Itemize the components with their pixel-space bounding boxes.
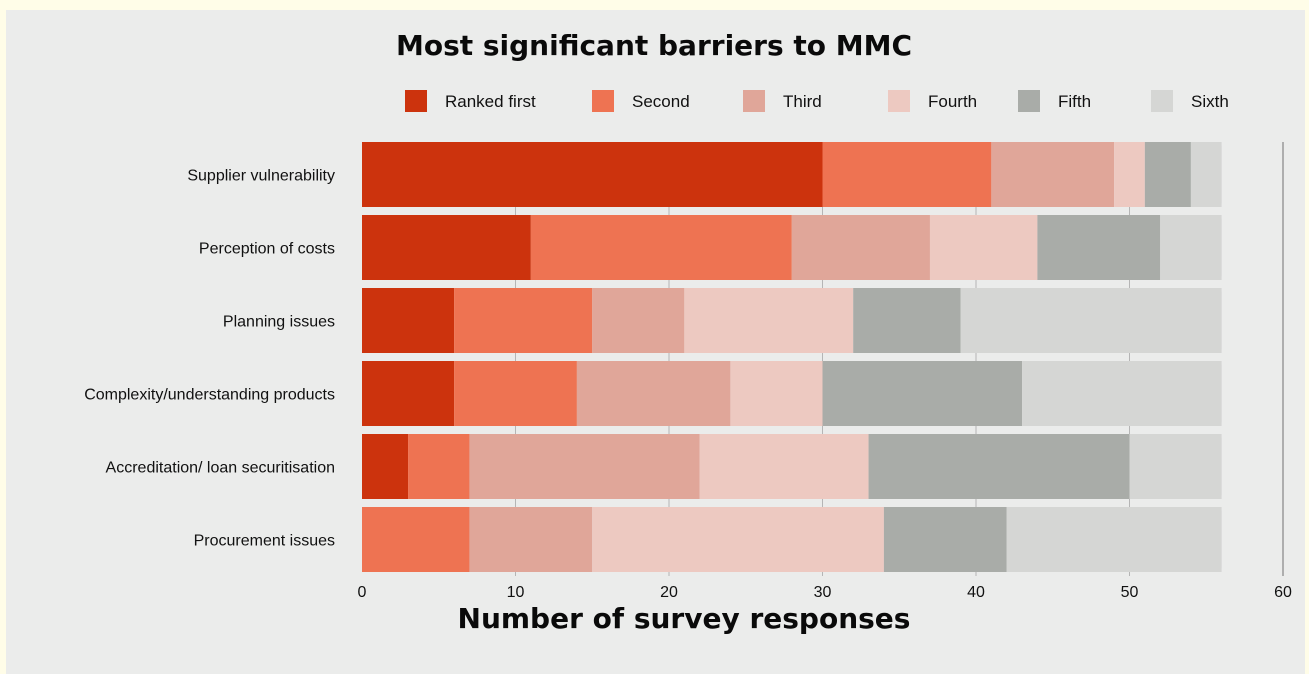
- x-tick-0: 0: [358, 584, 367, 601]
- bar-end-fill-procurement-issues: [1215, 507, 1219, 572]
- bar-accreditation-loan-securitisation-fifth: [868, 434, 1130, 499]
- bar-perception-of-costs-sixth: [1160, 215, 1222, 280]
- bar-complexity-understanding-products-ranked-first: [362, 361, 455, 426]
- category-labels: Supplier vulnerability Perception of cost…: [84, 168, 335, 550]
- bar-complexity-understanding-products-sixth: [1022, 361, 1222, 426]
- legend-swatch-ranked-first: [405, 90, 427, 112]
- category-label-supplier-vulnerability: Supplier vulnerability: [187, 168, 335, 185]
- category-label-procurement-issues: Procurement issues: [194, 533, 335, 550]
- bar-accreditation-loan-securitisation-ranked-first: [362, 434, 409, 499]
- bar-complexity-understanding-products-second: [454, 361, 577, 426]
- bar-planning-issues-fifth: [853, 288, 961, 353]
- bar-end-fill-accreditation-loan-securitisation: [1215, 434, 1219, 499]
- chart-title: Most significant barriers to MMC: [396, 29, 912, 62]
- bar-end-fill-supplier-vulnerability: [1215, 142, 1219, 207]
- gridlines: [515, 142, 1130, 576]
- bar-supplier-vulnerability-fifth: [1144, 142, 1191, 207]
- bar-perception-of-costs-fifth: [1037, 215, 1161, 280]
- x-tick-30: 30: [814, 584, 832, 601]
- bar-planning-issues-ranked-first: [362, 288, 455, 353]
- legend-swatch-fourth: [888, 90, 910, 112]
- x-tick-labels: 0 10 20 30 40 50 60: [358, 584, 1292, 601]
- x-tick-10: 10: [507, 584, 525, 601]
- x-tick-40: 40: [967, 584, 985, 601]
- bar-procurement-issues-sixth: [1006, 507, 1222, 572]
- bar-planning-issues-sixth: [960, 288, 1222, 353]
- bar-end-fill-complexity-understanding-products: [1215, 361, 1219, 426]
- category-label-perception-of-costs: Perception of costs: [199, 241, 335, 258]
- legend-label-fourth: Fourth: [928, 92, 977, 111]
- bar-complexity-understanding-products-fifth: [822, 361, 1023, 426]
- bar-planning-issues-third: [592, 288, 685, 353]
- legend-label-fifth: Fifth: [1058, 92, 1091, 111]
- bar-end-fill-planning-issues: [1215, 288, 1219, 353]
- barriers-chart: Most significant barriers to MMC Ranked …: [84, 29, 1292, 635]
- x-tick-20: 20: [660, 584, 678, 601]
- bar-planning-issues-second: [454, 288, 593, 353]
- legend-swatch-sixth: [1151, 90, 1173, 112]
- bar-complexity-understanding-products-third: [576, 361, 731, 426]
- legend-label-ranked-first: Ranked first: [445, 92, 536, 111]
- legend-swatch-third: [743, 90, 765, 112]
- bar-supplier-vulnerability-fourth: [1114, 142, 1145, 207]
- bar-procurement-issues-fourth: [592, 507, 884, 572]
- x-axis-label: Number of survey responses: [458, 602, 911, 635]
- x-tick-60: 60: [1274, 584, 1292, 601]
- bar-supplier-vulnerability-third: [991, 142, 1115, 207]
- bar-perception-of-costs-fourth: [929, 215, 1038, 280]
- category-label-planning-issues: Planning issues: [223, 314, 335, 331]
- bars: [362, 142, 1222, 572]
- bar-accreditation-loan-securitisation-fourth: [699, 434, 869, 499]
- legend-label-sixth: Sixth: [1191, 92, 1229, 111]
- bar-complexity-understanding-products-fourth: [730, 361, 823, 426]
- bar-end-fill-perception-of-costs: [1215, 215, 1219, 280]
- bar-perception-of-costs-ranked-first: [362, 215, 531, 280]
- bar-accreditation-loan-securitisation-third: [469, 434, 700, 499]
- bar-perception-of-costs-second: [530, 215, 792, 280]
- legend-swatch-fifth: [1018, 90, 1040, 112]
- bar-planning-issues-fourth: [684, 288, 854, 353]
- legend: Ranked first Second Third Fourth Fifth Sixth: [405, 90, 1229, 112]
- bar-perception-of-costs-third: [791, 215, 930, 280]
- x-tick-50: 50: [1121, 584, 1139, 601]
- legend-swatch-second: [592, 90, 614, 112]
- bar-accreditation-loan-securitisation-second: [408, 434, 470, 499]
- legend-label-third: Third: [783, 92, 822, 111]
- bar-accreditation-loan-securitisation-sixth: [1129, 434, 1222, 499]
- bar-procurement-issues-fifth: [883, 507, 1007, 572]
- bar-procurement-issues-second: [362, 507, 470, 572]
- bar-procurement-issues-third: [469, 507, 593, 572]
- category-label-complexity-understanding-products: Complexity/understanding products: [84, 387, 335, 404]
- bar-supplier-vulnerability-second: [822, 142, 992, 207]
- legend-label-second: Second: [632, 92, 690, 111]
- category-label-accreditation-loan-securitisation: Accreditation/ loan securitisation: [106, 460, 335, 477]
- bar-supplier-vulnerability-ranked-first: [362, 142, 823, 207]
- chart-panel: Most significant barriers to MMC Ranked …: [6, 10, 1305, 674]
